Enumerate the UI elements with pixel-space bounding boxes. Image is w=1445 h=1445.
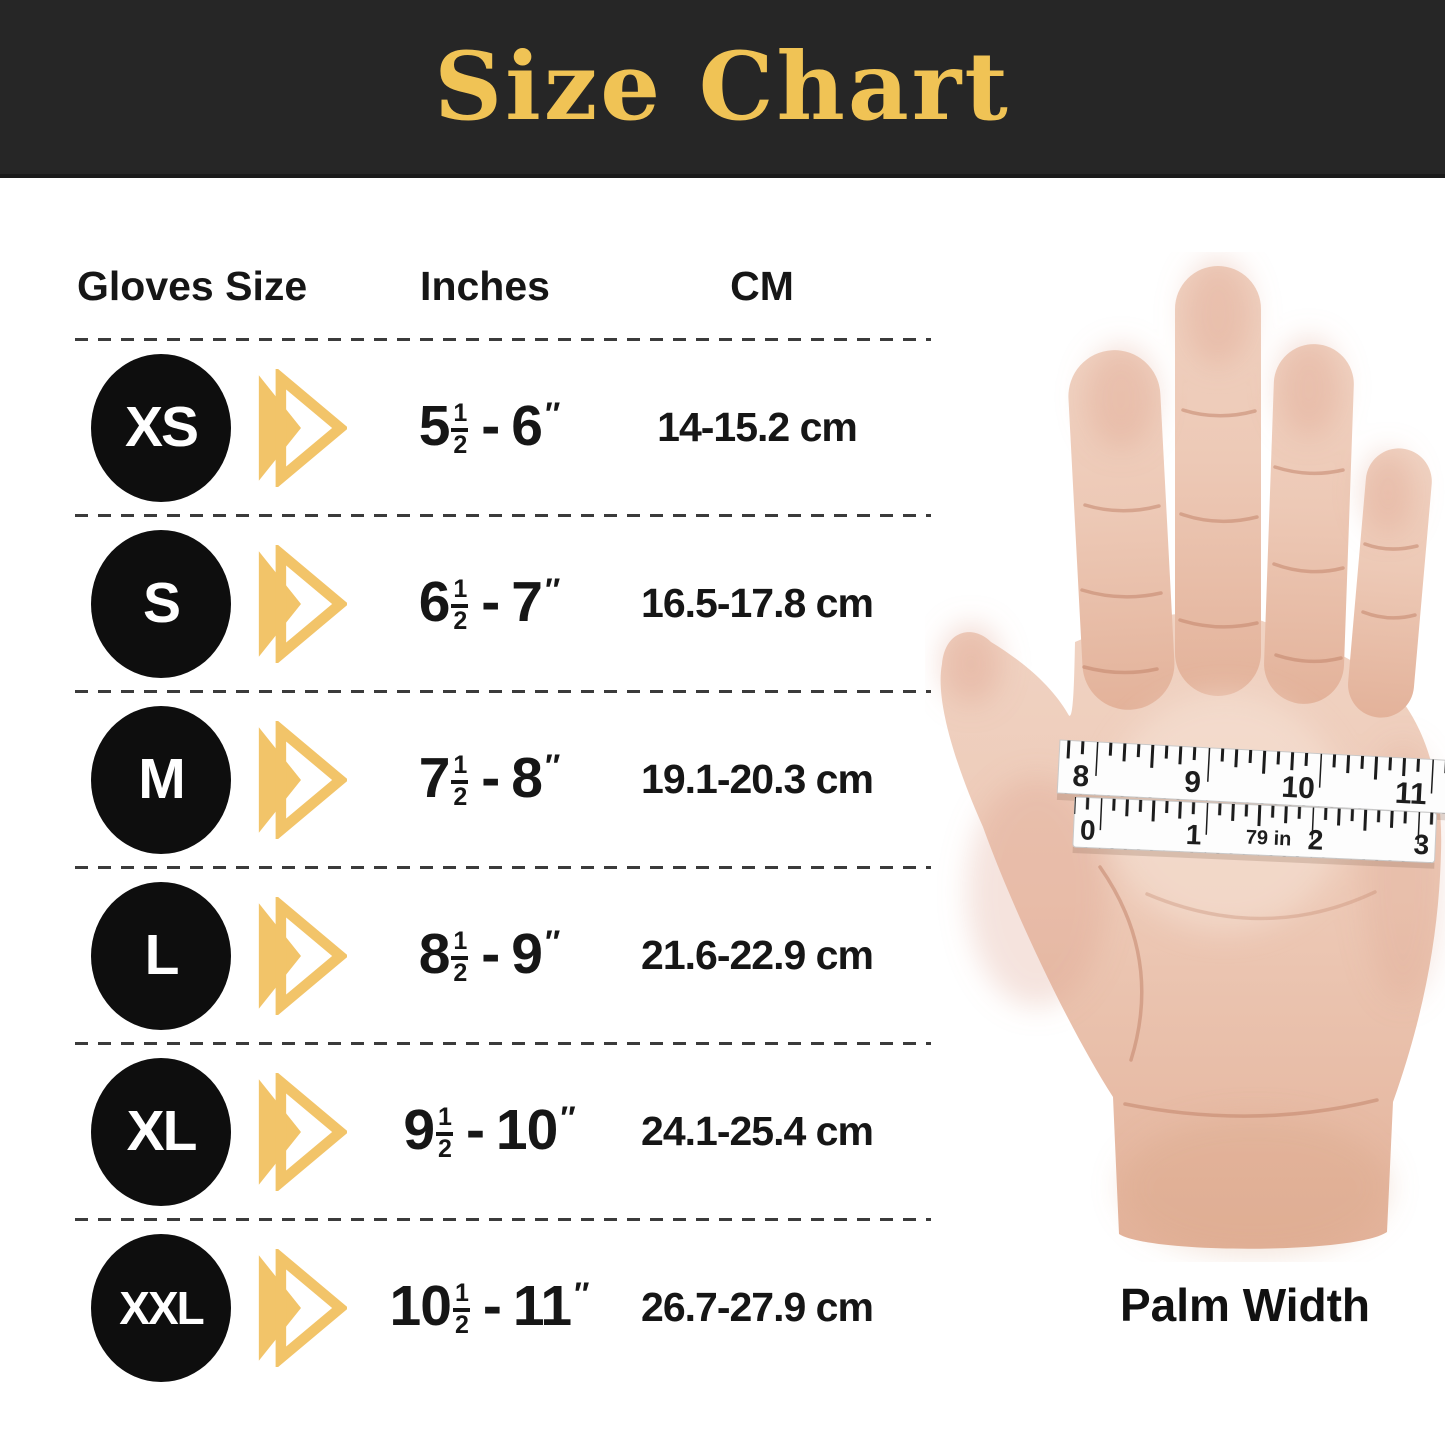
table-row-xxl: XXL 10 1 2-11 ″ 26.7-27.9 cm: [75, 1221, 931, 1394]
range-dash: -: [465, 1097, 485, 1162]
inches-high: 8: [511, 745, 543, 810]
dashed-divider: [75, 338, 931, 341]
inch-mark: ″: [560, 1099, 575, 1136]
size-label: M: [138, 747, 186, 811]
size-badge: XS: [91, 353, 231, 502]
palm-width-caption: Palm Width: [1119, 1279, 1371, 1331]
size-badge: S: [91, 529, 231, 678]
inches-low: 9: [403, 1097, 435, 1162]
tape-number: 2: [1307, 824, 1324, 856]
inches-high: 10: [495, 1097, 558, 1162]
tape-number: 11: [1394, 777, 1427, 812]
table-row-xs: XS 5 1 2-6 ″ 14-15.2 cm: [75, 341, 931, 514]
dashed-divider: [75, 1042, 931, 1045]
cm-value: 14-15.2 cm: [657, 404, 858, 450]
cm-value: 26.7-27.9 cm: [641, 1284, 874, 1330]
inch-mark: ″: [544, 395, 560, 432]
size-badge: XL: [91, 1057, 231, 1206]
double-arrow-icon: [258, 368, 347, 487]
inches-high: 7: [511, 569, 543, 634]
table-row-l: L 8 1 2-9 ″ 21.6-22.9 cm: [75, 869, 931, 1042]
inches-low: 8: [418, 921, 451, 986]
inches-low: 10: [389, 1273, 452, 1338]
dashed-divider: [75, 1218, 931, 1221]
inches-value: 8 1 2-9 ″: [355, 921, 605, 987]
dashed-divider: [75, 866, 931, 869]
inches-low: 7: [418, 745, 451, 810]
dashed-divider: [75, 514, 931, 517]
size-badge: L: [91, 881, 231, 1030]
skin-creases: [1080, 408, 1419, 1118]
inches-high: 9: [511, 921, 543, 986]
tape-number: 1: [1185, 819, 1202, 851]
table-row-m: M 7 1 2-8 ″ 19.1-20.3 cm: [75, 693, 931, 866]
inches-low: 6: [418, 569, 451, 634]
inch-mark: ″: [544, 571, 560, 608]
size-badge: M: [91, 705, 231, 854]
inch-mark: ″: [574, 1275, 589, 1312]
cm-value: 19.1-20.3 cm: [641, 756, 874, 802]
double-arrow-icon: [258, 896, 347, 1015]
range-dash: -: [481, 393, 500, 458]
range-dash: -: [481, 745, 500, 810]
tape-number: 8: [1072, 760, 1090, 794]
range-dash: -: [481, 569, 500, 634]
header-bar: Size Chart: [0, 0, 1445, 178]
table-row-xl: XL 9 1 2-10 ″ 24.1-25.4 cm: [75, 1045, 931, 1218]
range-dash: -: [481, 921, 500, 986]
table-header-row: Gloves Size Inches CM: [75, 248, 931, 338]
tape-number: 79 in: [1245, 827, 1291, 851]
double-arrow-icon: [258, 1072, 347, 1191]
tape-number: 0: [1079, 814, 1096, 846]
inches-value: 9 1 2-10 ″: [355, 1097, 605, 1163]
page-title: Size Chart: [434, 32, 1011, 142]
tape-number: 9: [1183, 766, 1201, 800]
table-row-s: S 6 1 2-7 ″ 16.5-17.8 cm: [75, 517, 931, 690]
column-header-gloves-size: Gloves Size: [77, 263, 308, 309]
tape-number: 10: [1281, 771, 1316, 806]
size-table: Gloves Size Inches CM XS 5 1 2-6 ″ 14-15.2 …: [75, 248, 931, 1394]
cm-value: 21.6-22.9 cm: [641, 932, 874, 978]
column-header-inches: Inches: [420, 263, 550, 309]
hand-photo: 8 9 10 11 0 1 79 in 2 3: [940, 258, 1445, 1257]
cm-value: 24.1-25.4 cm: [641, 1108, 874, 1154]
size-label: XXL: [119, 1281, 204, 1334]
size-label: XL: [126, 1099, 198, 1163]
cm-value: 16.5-17.8 cm: [641, 580, 874, 626]
tape-number: 3: [1413, 829, 1430, 861]
inches-high: 6: [511, 393, 543, 458]
inches-value: 10 1 2-11 ″: [355, 1273, 605, 1339]
size-label: S: [142, 571, 181, 635]
dashed-divider: [75, 690, 931, 693]
inches-value: 7 1 2-8 ″: [355, 745, 605, 811]
inches-value: 6 1 2-7 ″: [355, 569, 605, 635]
inch-mark: ″: [544, 747, 560, 784]
double-arrow-icon: [258, 720, 347, 839]
measuring-tape: 8 9 10 11 0 1 79 in 2 3: [1056, 739, 1445, 869]
size-label: XS: [124, 395, 199, 459]
inch-mark: ″: [544, 923, 560, 960]
inches-value: 5 1 2-6 ″: [355, 393, 605, 459]
double-arrow-icon: [258, 1248, 347, 1367]
double-arrow-icon: [258, 544, 347, 663]
inches-high: 11: [512, 1273, 572, 1338]
range-dash: -: [482, 1273, 502, 1338]
inches-low: 5: [418, 393, 451, 458]
size-label: L: [144, 923, 180, 987]
size-badge: XXL: [91, 1233, 231, 1382]
column-header-cm: CM: [730, 263, 794, 309]
